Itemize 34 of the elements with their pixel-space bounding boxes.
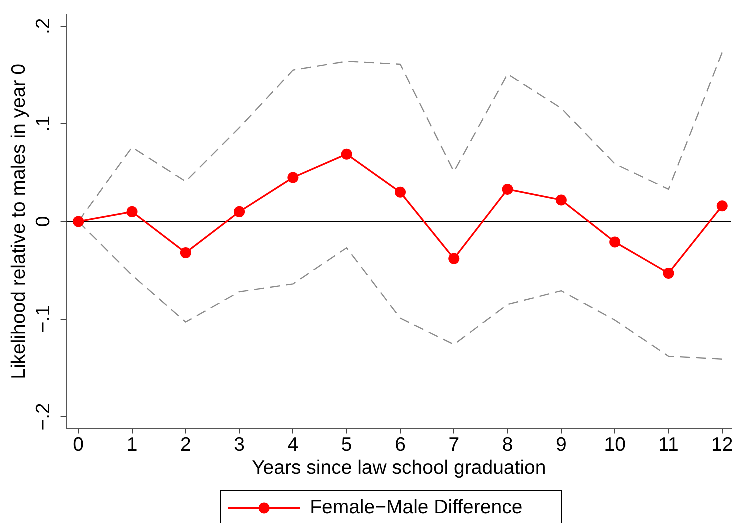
x-axis-title: Years since law school graduation bbox=[252, 457, 546, 480]
point bbox=[180, 247, 192, 258]
x-tick-label: 11 bbox=[658, 434, 679, 456]
point bbox=[394, 186, 406, 198]
point bbox=[73, 216, 84, 228]
y-tick-label: −.2 bbox=[32, 403, 54, 431]
point bbox=[234, 206, 246, 218]
legend-label: Female−Male Difference bbox=[310, 496, 523, 519]
point bbox=[502, 184, 514, 195]
point bbox=[288, 172, 299, 184]
x-tick-label: 10 bbox=[604, 434, 626, 456]
y-tick-label: .1 bbox=[32, 116, 54, 132]
x-tick-label: 4 bbox=[288, 434, 299, 456]
x-tick-label: 2 bbox=[180, 434, 192, 456]
point bbox=[663, 268, 674, 279]
x-tick-label: 1 bbox=[126, 434, 138, 456]
x-tick-label: 9 bbox=[556, 434, 567, 456]
y-tick-label: .2 bbox=[32, 18, 54, 35]
point bbox=[610, 236, 621, 248]
y-tick-label: −.1 bbox=[32, 306, 54, 334]
point bbox=[126, 206, 138, 218]
x-tick-label: 8 bbox=[502, 434, 514, 456]
point bbox=[341, 148, 352, 160]
x-tick-label: 6 bbox=[395, 434, 406, 456]
point bbox=[448, 253, 460, 264]
x-tick-label: 12 bbox=[712, 434, 734, 456]
x-tick-label: 3 bbox=[234, 434, 245, 456]
x-tick-label: 0 bbox=[73, 434, 84, 456]
y-axis-title: Likelihood relative to males in year 0 bbox=[8, 64, 30, 380]
point bbox=[556, 194, 567, 206]
point bbox=[716, 200, 728, 212]
x-tick-label: 7 bbox=[448, 434, 460, 456]
x-tick-label: 5 bbox=[341, 434, 352, 456]
y-tick-label: 0 bbox=[32, 216, 54, 228]
